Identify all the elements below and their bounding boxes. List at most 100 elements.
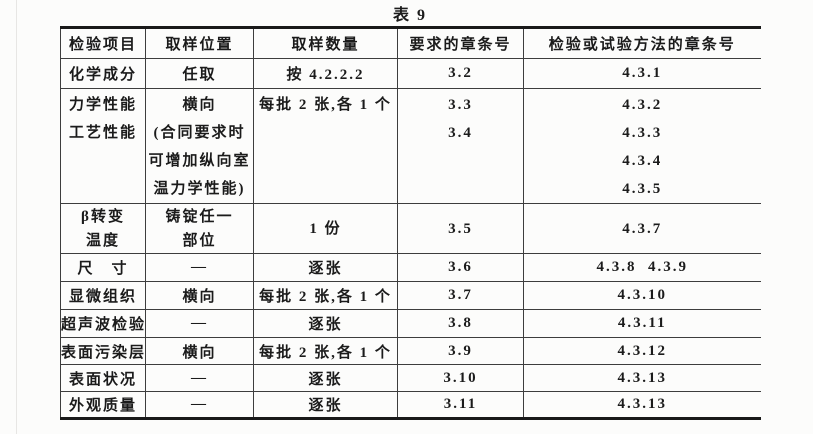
table-title: 表 9 bbox=[392, 7, 427, 24]
cell-item: 超声波检验 bbox=[60, 309, 146, 338]
cell-location: — bbox=[145, 391, 254, 419]
cell-line: 部位 bbox=[182, 232, 217, 249]
cell-line: 工艺性能 bbox=[68, 125, 137, 141]
cell-item: 表面污染层 bbox=[60, 337, 147, 365]
cell-method: 4.3.8 4.3.9 bbox=[523, 253, 761, 282]
cell-line: 可增加纵向室 bbox=[148, 153, 251, 169]
cell-line: 逐张 bbox=[308, 261, 343, 277]
cell-item: 外观质量 bbox=[60, 391, 146, 419]
column-header-item: 检验项目 bbox=[60, 27, 146, 59]
cell-line: 3.10 bbox=[443, 369, 478, 386]
cell-quantity: 逐张 bbox=[253, 391, 398, 419]
cell-requirement: 3.2 bbox=[397, 58, 524, 89]
cell-line: 化学成分 bbox=[68, 67, 137, 83]
cell-line: 横向 bbox=[182, 344, 217, 361]
cell-method: 4.3.13 bbox=[523, 364, 761, 392]
cell-quantity: 每批 2 张,各 1 个 bbox=[253, 281, 398, 310]
cell-method: 4.3.1 bbox=[523, 58, 761, 89]
table-row: 表面污染层 横向 每批 2 张,各 1 个 3.9 4.3.12 bbox=[60, 337, 761, 365]
cell-requirement: 3.6 bbox=[397, 253, 524, 282]
table-row: 表面状况 — 逐张 3.10 4.3.13 bbox=[60, 364, 761, 392]
cell-line: — bbox=[191, 369, 208, 386]
cell-line: 3.2 bbox=[448, 65, 473, 81]
cell-line: β转变 bbox=[81, 208, 125, 225]
cell-line: 4.3.1 bbox=[622, 65, 663, 81]
cell-location: 横向 (合同要求时 可增加纵向室 温力学性能) bbox=[145, 88, 254, 204]
table-row: 外观质量 — 逐张 3.11 4.3.13 bbox=[60, 391, 761, 419]
cell-line: 4.3.12 bbox=[617, 342, 667, 359]
cell-line: 4.3.13 bbox=[617, 369, 667, 386]
cell-line: 温力学性能) bbox=[153, 181, 246, 197]
cell-quantity: 每批 2 张,各 1 个 bbox=[253, 88, 398, 204]
cell-line: 3.4 bbox=[448, 125, 473, 141]
cell-line: 力学性能 bbox=[68, 97, 137, 113]
cell-line: 4.3.4 bbox=[622, 153, 663, 169]
cell-line: 温度 bbox=[85, 232, 120, 249]
cell-item: 表面状况 bbox=[60, 364, 146, 392]
header-row: 检验项目 取样位置 取样数量 要求的章条号 检验或试验方法的章条号 bbox=[60, 27, 761, 59]
cell-line: — bbox=[191, 259, 208, 275]
cell-requirement: 3.9 bbox=[397, 337, 524, 365]
cell-line: 尺 寸 bbox=[77, 261, 129, 277]
scan-artifact-line bbox=[16, 0, 17, 434]
cell-method: 4.3.10 bbox=[523, 281, 761, 310]
cell-line: 横向 bbox=[182, 289, 217, 305]
cell-requirement: 3.5 bbox=[397, 203, 524, 254]
table-header: 检验项目 取样位置 取样数量 要求的章条号 检验或试验方法的章条号 bbox=[60, 27, 761, 59]
cell-method: 4.3.13 bbox=[523, 391, 761, 419]
cell-line: 每批 2 张,各 1 个 bbox=[259, 97, 392, 113]
cell-requirement: 3.3 3.4 bbox=[397, 88, 524, 204]
cell-requirement: 3.11 bbox=[397, 391, 524, 419]
cell-quantity: 按 4.2.2.2 bbox=[253, 58, 398, 89]
cell-location: 横向 bbox=[145, 281, 254, 310]
cell-line: 3.11 bbox=[443, 396, 478, 412]
cell-method: 4.3.12 bbox=[523, 337, 761, 365]
cell-line: 逐张 bbox=[308, 371, 343, 388]
cell-quantity: 逐张 bbox=[253, 364, 398, 392]
cell-location: 铸锭任一 部位 bbox=[145, 203, 254, 254]
cell-line: 逐张 bbox=[308, 398, 343, 414]
cell-item: β转变温度 bbox=[60, 203, 146, 254]
cell-line: 4.3.5 bbox=[622, 181, 663, 197]
cell-line: 铸锭任一 bbox=[165, 208, 234, 225]
cell-requirement: 3.7 bbox=[397, 281, 524, 310]
cell-line: 4.3.3 bbox=[622, 125, 663, 141]
cell-line: 3.7 bbox=[448, 287, 473, 303]
cell-quantity: 逐张 bbox=[253, 253, 398, 282]
cell-line: 按 4.2.2.2 bbox=[286, 67, 365, 83]
cell-line: 4.3.11 bbox=[617, 315, 667, 331]
cell-line: 每批 2 张,各 1 个 bbox=[259, 289, 392, 305]
cell-item: 显微组织 bbox=[60, 281, 146, 310]
column-header-location: 取样位置 bbox=[145, 27, 254, 59]
cell-line: 显微组织 bbox=[68, 289, 137, 305]
cell-method: 4.3.11 bbox=[523, 309, 761, 338]
table-row: 超声波检验 — 逐张 3.8 4.3.11 bbox=[60, 309, 761, 338]
table-row: 显微组织 横向 每批 2 张,各 1 个 3.7 4.3.10 bbox=[60, 281, 761, 310]
cell-location: — bbox=[145, 309, 254, 338]
cell-item: 尺 寸 bbox=[60, 253, 146, 282]
table-row: β转变 温度 铸锭任一 部位 1 份 3.5 4.3.7 bbox=[60, 203, 761, 254]
table-row: 尺 寸 — 逐张 3.6 4.3.8 4.3.9 bbox=[60, 253, 761, 282]
cell-location: 横向 bbox=[145, 337, 254, 365]
cell-line: 4.3.10 bbox=[617, 287, 667, 303]
cell-method: 4.3.2 4.3.3 4.3.4 4.3.5 bbox=[523, 88, 761, 204]
cell-line: 3.6 bbox=[448, 259, 473, 275]
cell-line: 4.3.8 4.3.9 bbox=[596, 259, 688, 275]
cell-line: 3.9 bbox=[448, 342, 473, 359]
cell-requirement: 3.10 bbox=[397, 364, 524, 392]
cell-line: 4.3.2 bbox=[622, 97, 663, 113]
cell-line: 表面污染层 bbox=[61, 344, 147, 361]
inspection-table: 检验项目 取样位置 取样数量 要求的章条号 检验或试验方法的章条号 化学成分 任取… bbox=[60, 26, 761, 420]
cell-line: 4.3.7 bbox=[622, 220, 663, 237]
column-header-quantity: 取样数量 bbox=[253, 27, 398, 59]
cell-line: 3.5 bbox=[448, 220, 473, 237]
cell-line: 每批 2 张,各 1 个 bbox=[259, 344, 392, 361]
cell-quantity: 1 份 bbox=[253, 203, 398, 254]
table-row: 力学性能工艺性能 横向 (合同要求时 可增加纵向室 温力学性能) 每批 2 张,各 1 个… bbox=[60, 88, 761, 204]
cell-line: (合同要求时 bbox=[153, 125, 246, 141]
cell-location: 任取 bbox=[145, 58, 254, 89]
cell-location: — bbox=[145, 364, 254, 392]
cell-line: — bbox=[191, 396, 208, 412]
cell-quantity: 逐张 bbox=[253, 309, 398, 338]
